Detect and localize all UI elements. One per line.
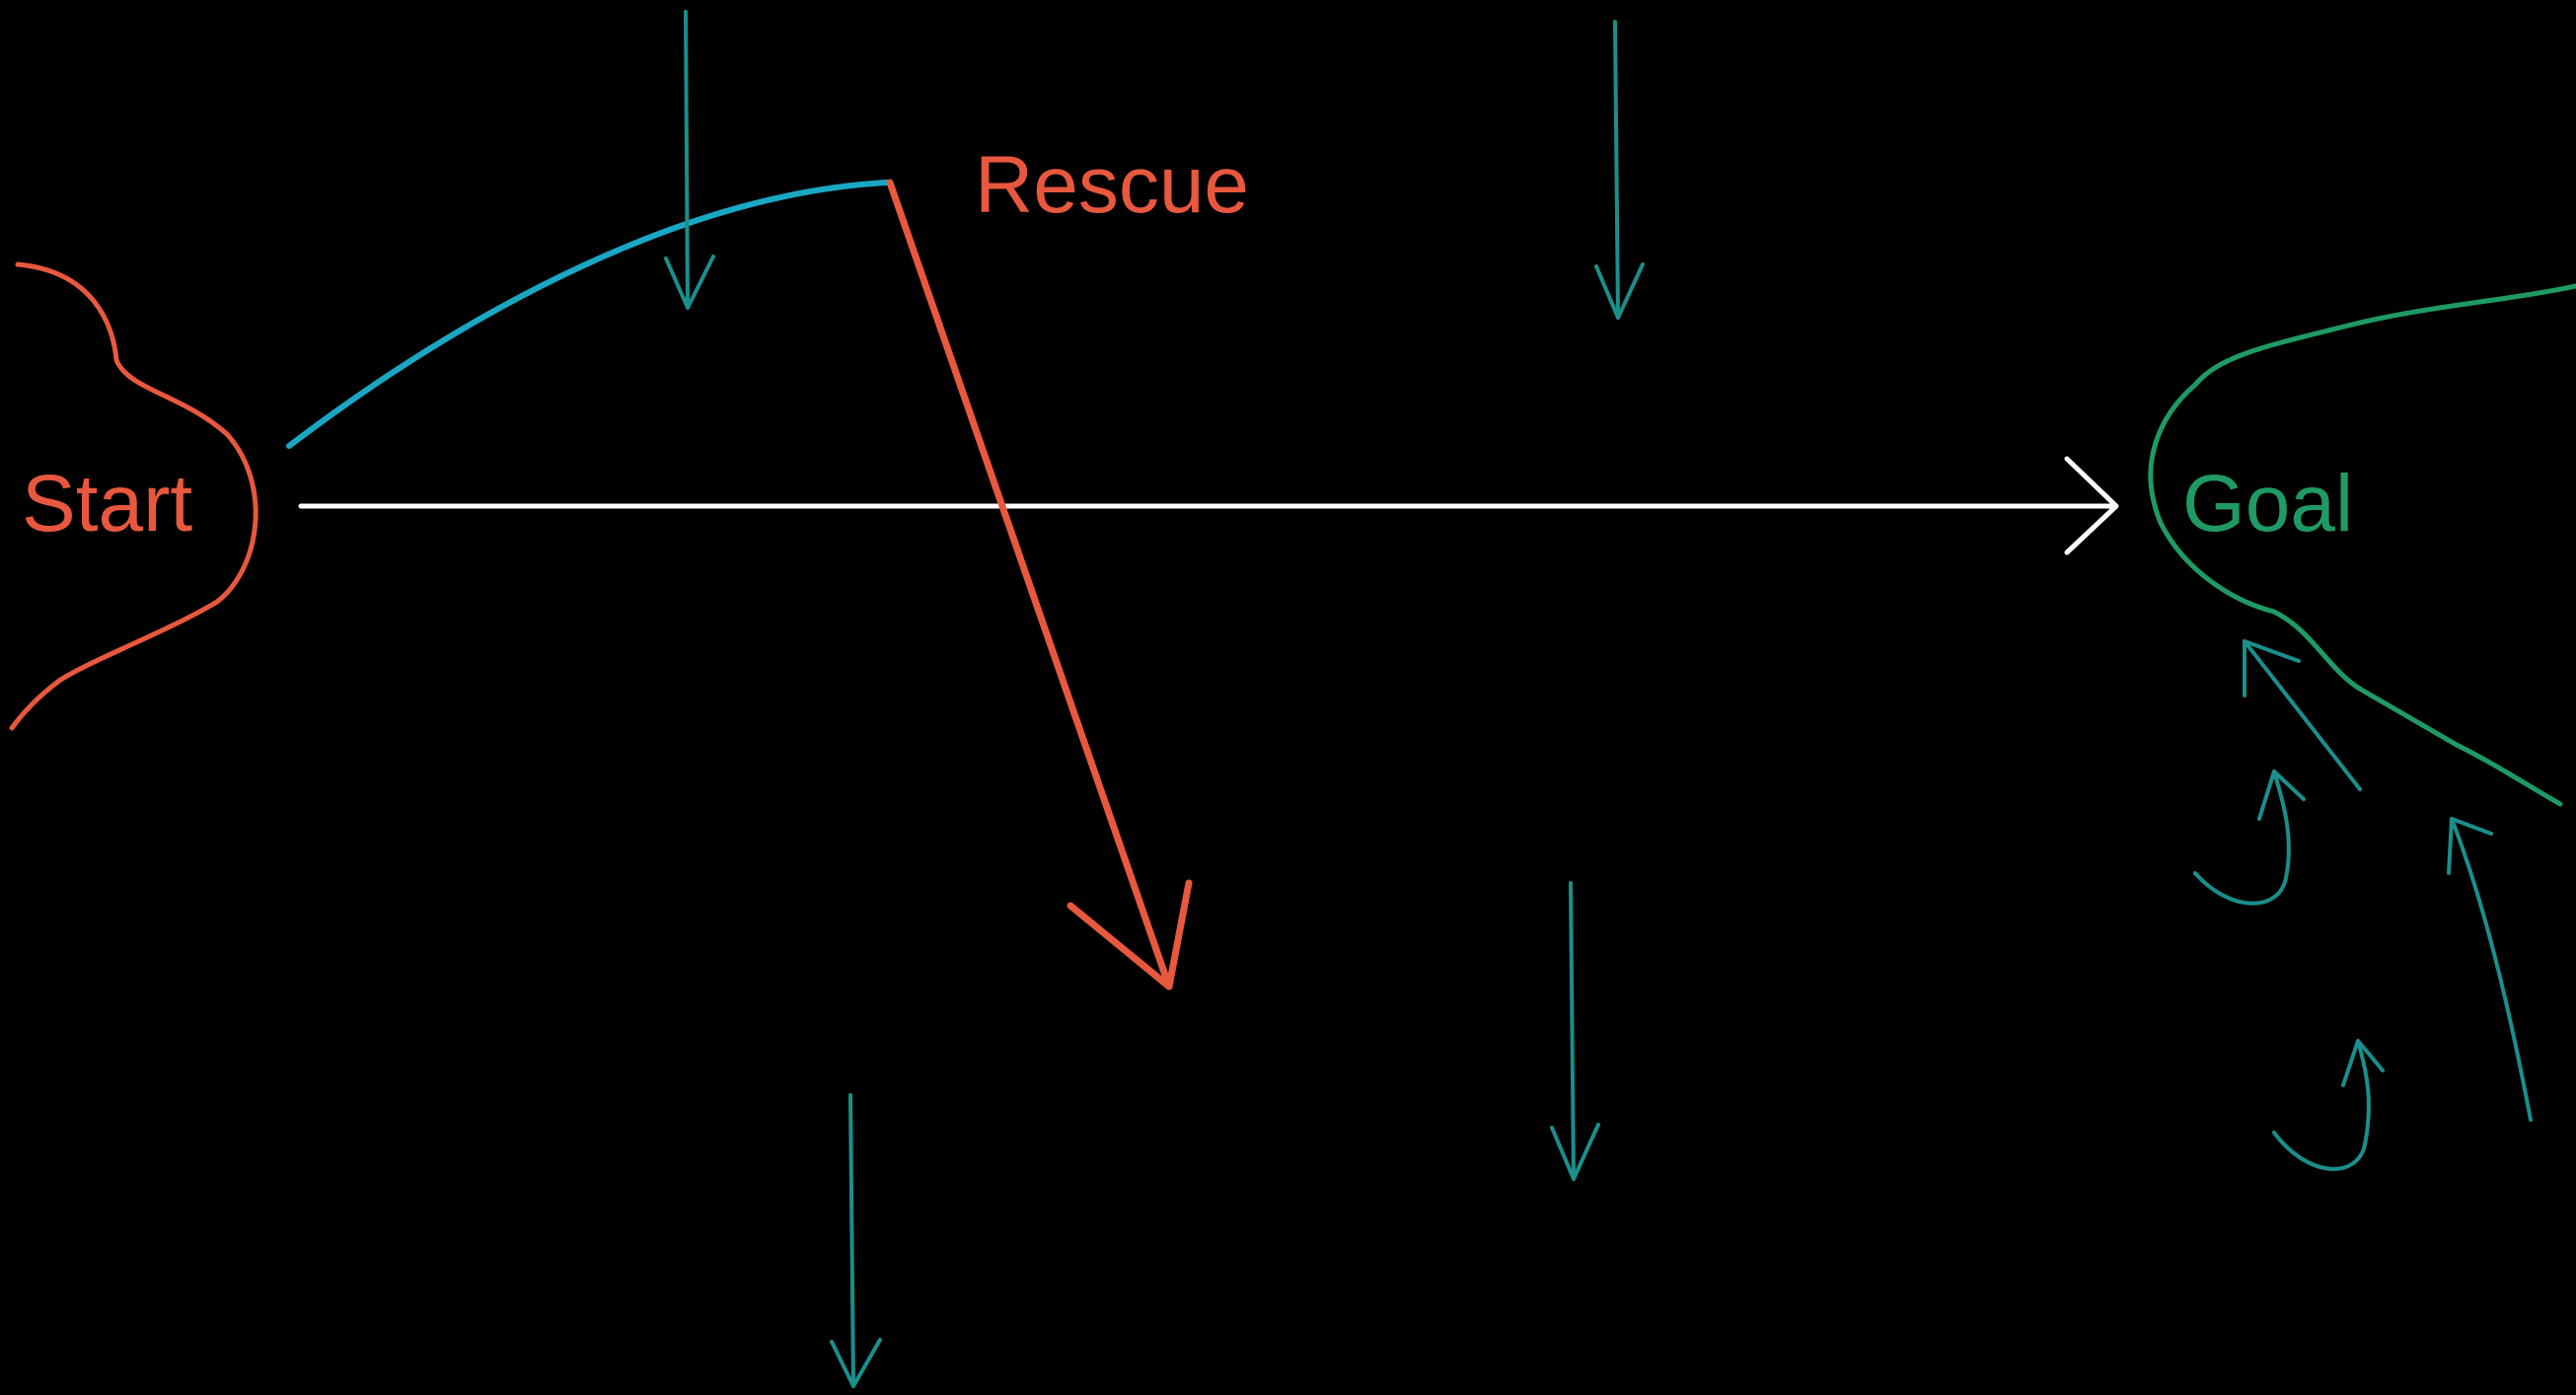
flow-arrow-down — [1550, 881, 1600, 1181]
goal-region-boundary — [2148, 283, 2576, 807]
flow-arrow-curl — [2193, 770, 2306, 906]
main-arrow — [298, 456, 2119, 555]
start-region-boundary — [9, 261, 258, 731]
rescue-arrow — [886, 179, 1193, 991]
flow-arrow-down — [664, 10, 715, 310]
flow-arrow-to-goal — [2243, 639, 2362, 791]
goal-label: Goal — [2182, 459, 2353, 549]
start-label: Start — [22, 459, 192, 549]
trajectory-curve — [286, 180, 891, 449]
flow-arrow-curl — [2272, 1039, 2385, 1171]
rescue-label: Rescue — [975, 140, 1249, 230]
flow-arrow-down — [830, 1093, 882, 1388]
flow-arrow-down — [1594, 20, 1645, 320]
flow-arrow-to-goal — [2447, 817, 2533, 1122]
